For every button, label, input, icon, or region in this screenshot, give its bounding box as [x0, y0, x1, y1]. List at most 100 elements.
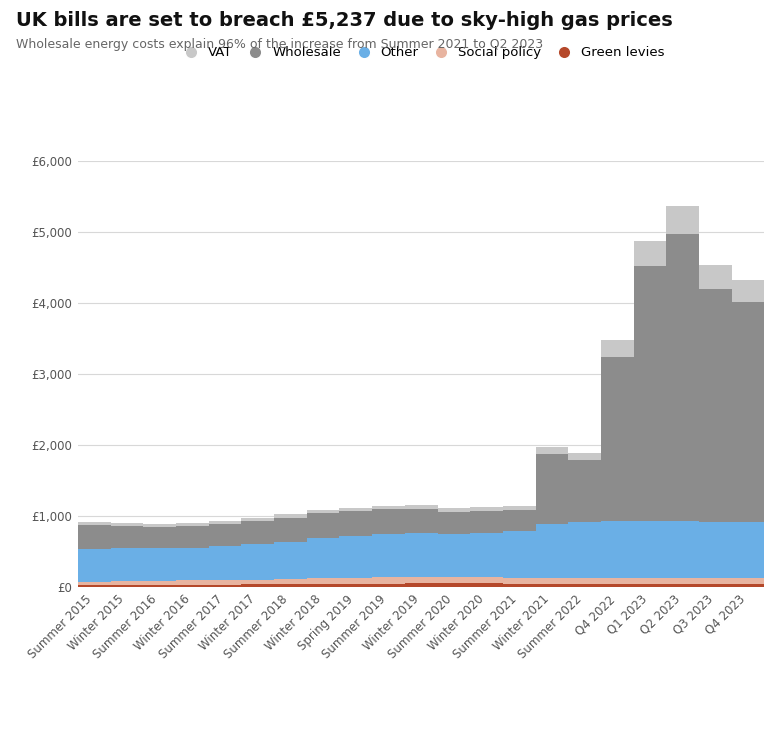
Bar: [699, 289, 732, 522]
Bar: [569, 459, 601, 522]
Bar: [111, 581, 144, 585]
Bar: [536, 524, 569, 578]
Bar: [372, 506, 405, 509]
Bar: [633, 584, 666, 587]
Bar: [242, 518, 274, 521]
Bar: [307, 538, 339, 578]
Bar: [372, 584, 405, 587]
Bar: [438, 577, 470, 584]
Bar: [274, 517, 307, 542]
Bar: [78, 523, 111, 526]
Bar: [633, 266, 666, 521]
Bar: [470, 507, 503, 511]
Bar: [339, 508, 372, 511]
Bar: [569, 584, 601, 587]
Bar: [209, 581, 242, 585]
Bar: [339, 578, 372, 584]
Bar: [176, 581, 209, 585]
Bar: [666, 584, 699, 587]
Bar: [242, 521, 274, 544]
Bar: [372, 577, 405, 584]
Bar: [209, 546, 242, 581]
Bar: [503, 584, 536, 587]
Bar: [209, 585, 242, 587]
Bar: [438, 512, 470, 534]
Bar: [176, 548, 209, 581]
Bar: [144, 524, 176, 527]
Text: UK bills are set to breach £5,237 due to sky-high gas prices: UK bills are set to breach £5,237 due to…: [16, 11, 672, 30]
Bar: [274, 515, 307, 517]
Bar: [732, 522, 764, 578]
Bar: [176, 585, 209, 587]
Bar: [666, 234, 699, 521]
Bar: [503, 509, 536, 531]
Bar: [569, 522, 601, 578]
Legend: VAT, Wholesale, Other, Social policy, Green levies: VAT, Wholesale, Other, Social policy, Gr…: [174, 43, 668, 63]
Bar: [307, 578, 339, 584]
Bar: [144, 585, 176, 587]
Bar: [78, 549, 111, 582]
Bar: [601, 584, 633, 587]
Bar: [666, 206, 699, 234]
Bar: [732, 578, 764, 584]
Bar: [339, 584, 372, 587]
Bar: [601, 341, 633, 357]
Bar: [470, 511, 503, 533]
Bar: [111, 548, 144, 581]
Bar: [405, 577, 438, 584]
Bar: [144, 548, 176, 581]
Bar: [405, 509, 438, 533]
Bar: [405, 505, 438, 509]
Bar: [209, 524, 242, 546]
Bar: [274, 542, 307, 579]
Bar: [470, 584, 503, 587]
Bar: [438, 584, 470, 587]
Bar: [144, 581, 176, 585]
Bar: [438, 534, 470, 577]
Bar: [372, 534, 405, 577]
Bar: [666, 521, 699, 578]
Bar: [699, 584, 732, 587]
Bar: [144, 527, 176, 548]
Bar: [633, 521, 666, 578]
Bar: [78, 582, 111, 585]
Bar: [633, 241, 666, 266]
Bar: [372, 509, 405, 534]
Bar: [666, 578, 699, 584]
Text: Wholesale energy costs explain 96% of the increase from Summer 2021 to Q2 2023: Wholesale energy costs explain 96% of th…: [16, 38, 543, 51]
Bar: [405, 533, 438, 577]
Bar: [339, 511, 372, 536]
Bar: [503, 531, 536, 578]
Bar: [307, 510, 339, 513]
Bar: [438, 508, 470, 512]
Bar: [274, 579, 307, 584]
Bar: [536, 447, 569, 454]
Bar: [339, 536, 372, 578]
Bar: [78, 585, 111, 587]
Bar: [732, 280, 764, 302]
Bar: [307, 584, 339, 587]
Bar: [242, 584, 274, 587]
Bar: [536, 454, 569, 524]
Bar: [209, 521, 242, 524]
Bar: [111, 526, 144, 548]
Bar: [242, 580, 274, 584]
Bar: [307, 513, 339, 538]
Bar: [569, 578, 601, 584]
Bar: [111, 585, 144, 587]
Bar: [601, 521, 633, 578]
Bar: [633, 578, 666, 584]
Bar: [78, 526, 111, 549]
Bar: [536, 584, 569, 587]
Bar: [405, 584, 438, 587]
Bar: [274, 584, 307, 587]
Bar: [503, 506, 536, 509]
Bar: [699, 522, 732, 578]
Bar: [569, 454, 601, 459]
Bar: [732, 302, 764, 522]
Bar: [176, 526, 209, 548]
Bar: [470, 577, 503, 584]
Bar: [503, 578, 536, 584]
Bar: [111, 523, 144, 526]
Bar: [699, 578, 732, 584]
